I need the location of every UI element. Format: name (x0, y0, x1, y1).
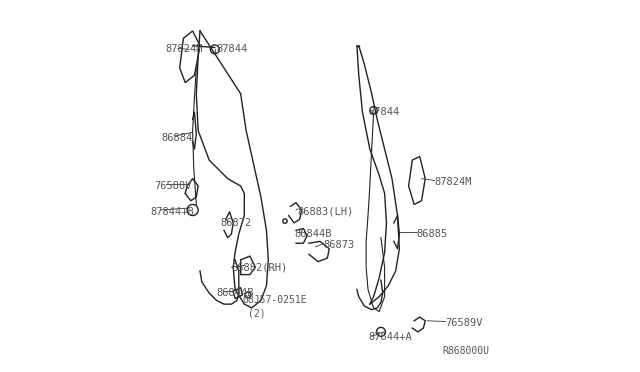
Text: 87824M: 87824M (165, 44, 202, 54)
Text: R868000U: R868000U (443, 346, 490, 356)
Text: (2): (2) (248, 308, 266, 318)
Text: 87844+A: 87844+A (368, 332, 412, 342)
Text: 87844+B: 87844+B (150, 207, 194, 217)
Text: 86844B: 86844B (294, 229, 332, 239)
Text: 86885: 86885 (416, 229, 447, 239)
Text: 76589V: 76589V (445, 318, 483, 328)
Text: 86882(RH): 86882(RH) (232, 262, 287, 272)
Text: 87844: 87844 (216, 44, 248, 54)
Text: 86844B: 86844B (216, 288, 254, 298)
Text: 86873: 86873 (324, 240, 355, 250)
Text: 76588V: 76588V (154, 181, 191, 191)
Text: 86883(LH): 86883(LH) (298, 207, 354, 217)
Text: 87844: 87844 (368, 107, 399, 117)
Text: 86872: 86872 (220, 218, 252, 228)
Text: 08J57-0251E: 08J57-0251E (243, 295, 307, 305)
Text: 86884: 86884 (161, 133, 193, 143)
Text: 87824M: 87824M (435, 177, 472, 187)
